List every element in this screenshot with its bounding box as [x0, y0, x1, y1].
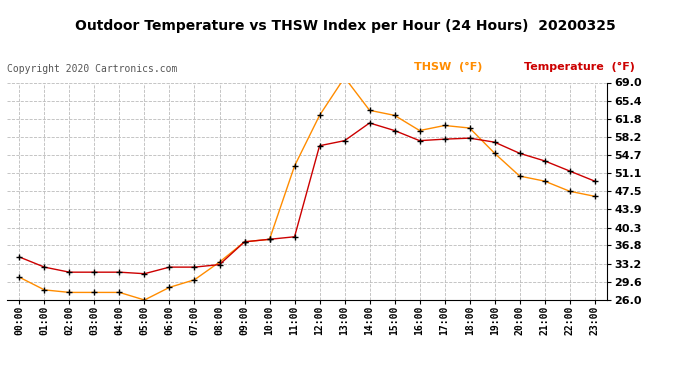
Text: Copyright 2020 Cartronics.com: Copyright 2020 Cartronics.com — [7, 64, 177, 74]
THSW  (°F) — [540, 179, 549, 183]
Text: THSW  (°F): THSW (°F) — [414, 62, 482, 72]
THSW  (°F) — [591, 194, 599, 198]
THSW  (°F) — [491, 151, 499, 156]
THSW  (°F) — [115, 290, 124, 295]
THSW  (°F) — [415, 128, 424, 133]
Temperature  (°F) — [215, 262, 224, 267]
Text: Outdoor Temperature vs THSW Index per Hour (24 Hours)  20200325: Outdoor Temperature vs THSW Index per Ho… — [75, 19, 615, 33]
Temperature  (°F) — [115, 270, 124, 274]
THSW  (°F) — [215, 260, 224, 264]
Temperature  (°F) — [90, 270, 99, 274]
THSW  (°F) — [40, 288, 48, 292]
Temperature  (°F) — [440, 137, 449, 141]
Temperature  (°F) — [391, 128, 399, 133]
THSW  (°F) — [391, 113, 399, 118]
Line: THSW  (°F): THSW (°F) — [16, 74, 598, 303]
Temperature  (°F) — [540, 159, 549, 163]
THSW  (°F) — [290, 164, 299, 168]
THSW  (°F) — [190, 278, 199, 282]
Temperature  (°F) — [290, 234, 299, 239]
Temperature  (°F) — [566, 169, 574, 173]
Temperature  (°F) — [340, 138, 348, 143]
Temperature  (°F) — [66, 270, 74, 274]
THSW  (°F) — [66, 290, 74, 295]
Temperature  (°F) — [466, 136, 474, 140]
THSW  (°F) — [566, 189, 574, 194]
Temperature  (°F) — [366, 121, 374, 125]
Temperature  (°F) — [315, 144, 324, 148]
Temperature  (°F) — [415, 138, 424, 143]
Temperature  (°F) — [591, 179, 599, 183]
Temperature  (°F) — [190, 265, 199, 269]
Temperature  (°F) — [491, 140, 499, 144]
THSW  (°F) — [166, 285, 174, 290]
Temperature  (°F) — [166, 265, 174, 269]
THSW  (°F) — [90, 290, 99, 295]
THSW  (°F) — [440, 123, 449, 128]
Text: Temperature  (°F): Temperature (°F) — [524, 62, 635, 72]
Temperature  (°F) — [266, 237, 274, 242]
THSW  (°F) — [240, 240, 248, 244]
THSW  (°F) — [466, 126, 474, 130]
THSW  (°F) — [515, 174, 524, 178]
THSW  (°F) — [340, 75, 348, 80]
Temperature  (°F) — [515, 151, 524, 156]
Temperature  (°F) — [240, 240, 248, 244]
THSW  (°F) — [315, 113, 324, 118]
Line: Temperature  (°F): Temperature (°F) — [16, 120, 598, 277]
Temperature  (°F) — [40, 265, 48, 269]
Temperature  (°F) — [15, 255, 23, 259]
THSW  (°F) — [366, 108, 374, 112]
THSW  (°F) — [140, 298, 148, 302]
Temperature  (°F) — [140, 272, 148, 276]
THSW  (°F) — [15, 275, 23, 279]
THSW  (°F) — [266, 237, 274, 242]
